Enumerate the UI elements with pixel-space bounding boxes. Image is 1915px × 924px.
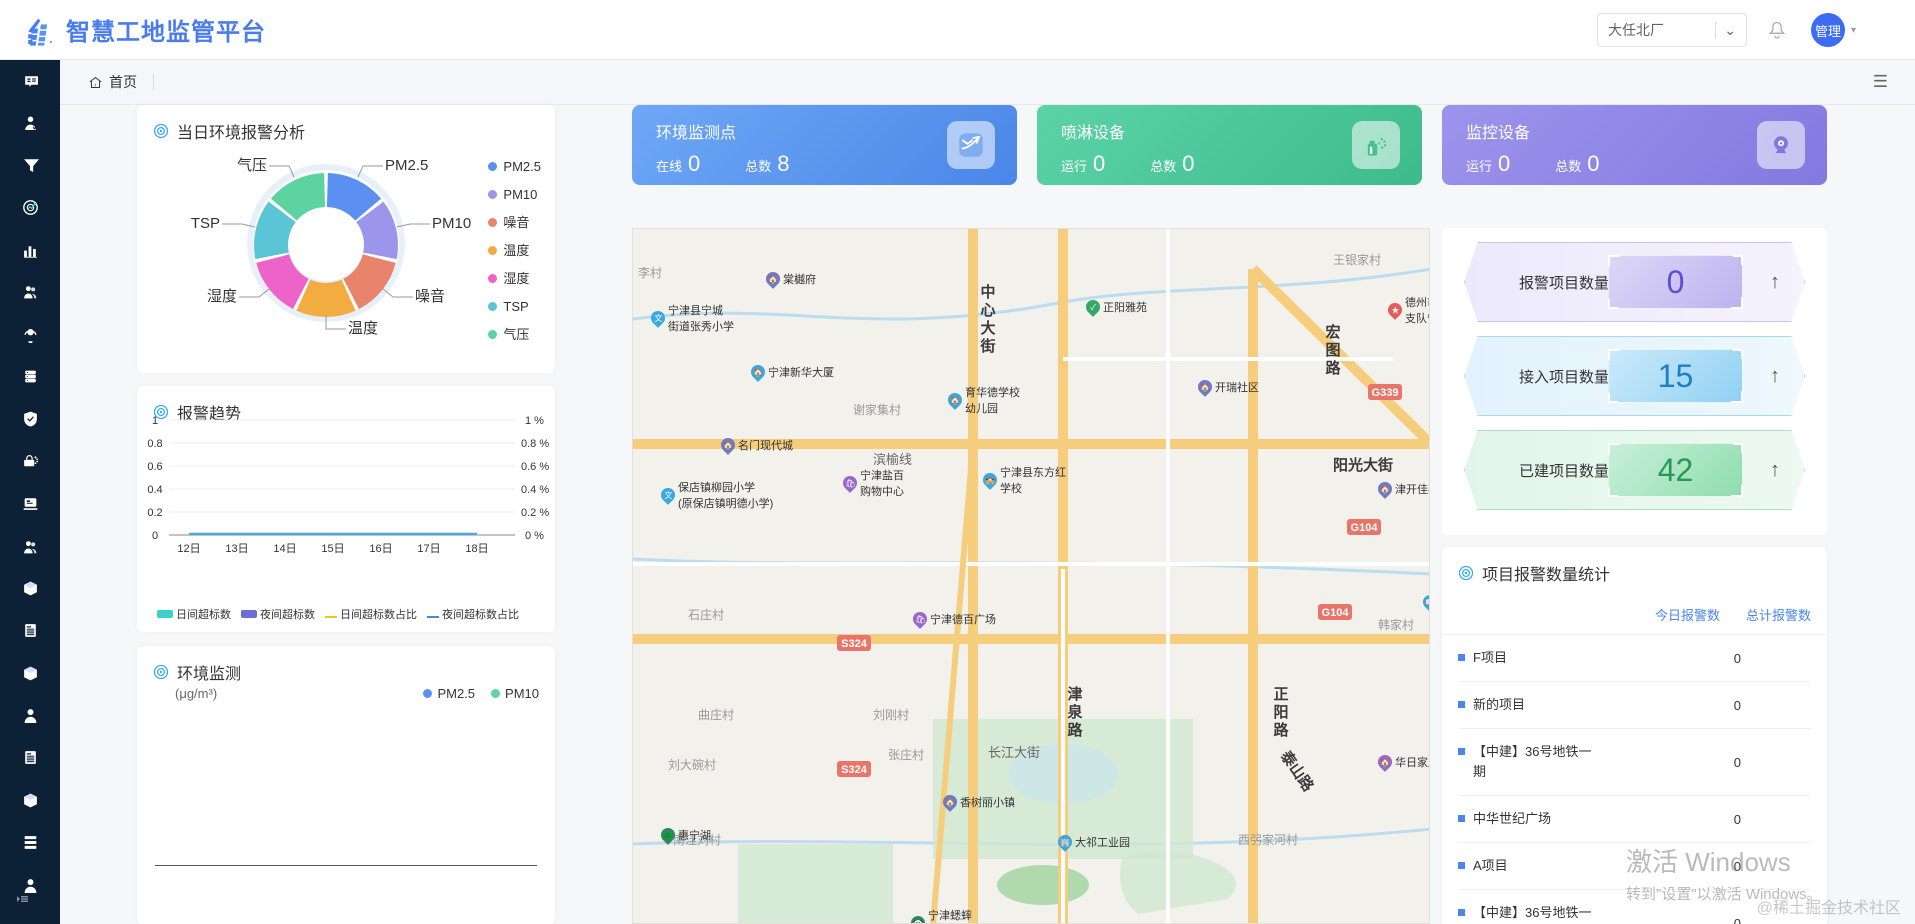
svg-text:大: 大 [980,319,995,337]
svg-text:13日: 13日 [225,543,248,555]
svg-text:刘大碗村: 刘大碗村 [668,757,716,772]
svg-text:谢家集村: 谢家集村 [853,402,901,417]
svg-text:0: 0 [152,530,158,542]
svg-text:气压: 气压 [237,157,267,174]
svg-text:泉: 泉 [1066,703,1083,721]
svg-text:0.4: 0.4 [147,484,162,496]
svg-text:张庄村: 张庄村 [888,747,924,762]
svg-text:阳: 阳 [1273,704,1288,721]
svg-text:16日: 16日 [369,543,392,555]
svg-text:王银家村: 王银家村 [1333,252,1381,267]
svg-text:PM2.5: PM2.5 [385,157,428,174]
svg-text:0 %: 0 % [525,530,544,542]
svg-text:心: 心 [980,302,995,319]
svg-text:15日: 15日 [321,543,344,555]
svg-text:1: 1 [152,415,158,427]
svg-text:长江大街: 长江大街 [988,745,1040,760]
svg-text:曲庄村: 曲庄村 [698,707,734,722]
svg-text:噪音: 噪音 [415,288,445,305]
svg-text:街: 街 [979,337,995,355]
svg-text:0.6 %: 0.6 % [521,461,549,473]
svg-text:G104: G104 [1322,607,1350,619]
svg-text:G339: G339 [1372,387,1399,399]
svg-text:0.6: 0.6 [147,461,162,473]
svg-text:图: 图 [1325,342,1340,359]
svg-text:路: 路 [1067,721,1083,739]
svg-text:17日: 17日 [417,543,440,555]
svg-text:刘刚村: 刘刚村 [873,708,909,722]
svg-text:宏: 宏 [1325,323,1340,341]
svg-text:TSP: TSP [191,215,220,232]
svg-text:PM10: PM10 [432,215,471,232]
svg-text:正: 正 [1273,686,1288,703]
svg-text:韩家村: 韩家村 [1378,617,1414,632]
svg-text:0.2 %: 0.2 % [521,507,549,519]
svg-text:温度: 温度 [348,320,378,337]
svg-text:路: 路 [1273,721,1289,739]
svg-text:路: 路 [1325,359,1341,377]
svg-text:S324: S324 [841,764,868,776]
svg-text:津: 津 [1067,685,1082,703]
svg-text:滨榆线: 滨榆线 [873,452,912,467]
svg-text:0.4 %: 0.4 % [521,484,549,496]
svg-text:0.8: 0.8 [147,438,162,450]
svg-text:0.8 %: 0.8 % [521,438,549,450]
svg-text:18日: 18日 [465,543,488,555]
svg-text:G104: G104 [1351,522,1379,534]
svg-text:中: 中 [980,283,995,301]
svg-text:西弜家河村: 西弜家河村 [1238,832,1298,847]
svg-text:S324: S324 [841,638,868,650]
svg-text:12日: 12日 [177,543,200,555]
svg-text:阳光大街: 阳光大街 [1333,456,1393,474]
svg-text:14日: 14日 [273,543,296,555]
svg-text:1 %: 1 % [525,415,544,427]
svg-text:0.2: 0.2 [147,507,162,519]
svg-text:石庄村: 石庄村 [688,607,724,622]
svg-text:李村: 李村 [638,265,662,280]
svg-text:湿度: 湿度 [207,288,237,305]
